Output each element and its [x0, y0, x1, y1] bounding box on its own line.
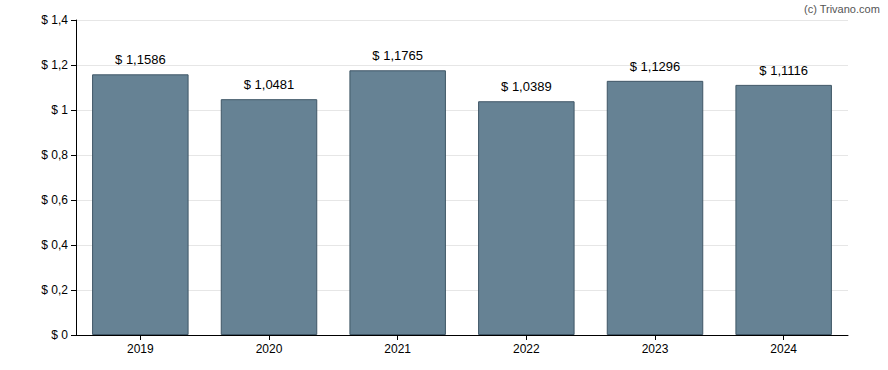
svg-text:$ 1,0481: $ 1,0481 — [244, 77, 295, 92]
svg-text:2019: 2019 — [127, 342, 154, 356]
svg-text:$ 0,6: $ 0,6 — [41, 193, 68, 207]
svg-text:$ 1,1765: $ 1,1765 — [372, 48, 423, 63]
svg-text:$ 1: $ 1 — [51, 103, 68, 117]
svg-text:$ 1,4: $ 1,4 — [41, 13, 68, 27]
svg-text:$ 1,2: $ 1,2 — [41, 58, 68, 72]
svg-text:$ 1,0389: $ 1,0389 — [501, 79, 552, 94]
svg-text:2024: 2024 — [770, 342, 797, 356]
svg-text:$ 0,2: $ 0,2 — [41, 283, 68, 297]
svg-text:$ 0,4: $ 0,4 — [41, 238, 68, 252]
svg-text:2021: 2021 — [384, 342, 411, 356]
svg-text:$ 0,8: $ 0,8 — [41, 148, 68, 162]
svg-text:$ 0: $ 0 — [51, 328, 68, 342]
svg-text:$ 1,1586: $ 1,1586 — [115, 52, 166, 67]
svg-text:(c) Trivano.com: (c) Trivano.com — [804, 3, 880, 15]
svg-text:$ 1,1116: $ 1,1116 — [759, 63, 808, 78]
svg-text:2022: 2022 — [513, 342, 540, 356]
svg-text:2020: 2020 — [256, 342, 283, 356]
svg-text:2023: 2023 — [642, 342, 669, 356]
svg-text:$ 1,1296: $ 1,1296 — [630, 59, 681, 74]
